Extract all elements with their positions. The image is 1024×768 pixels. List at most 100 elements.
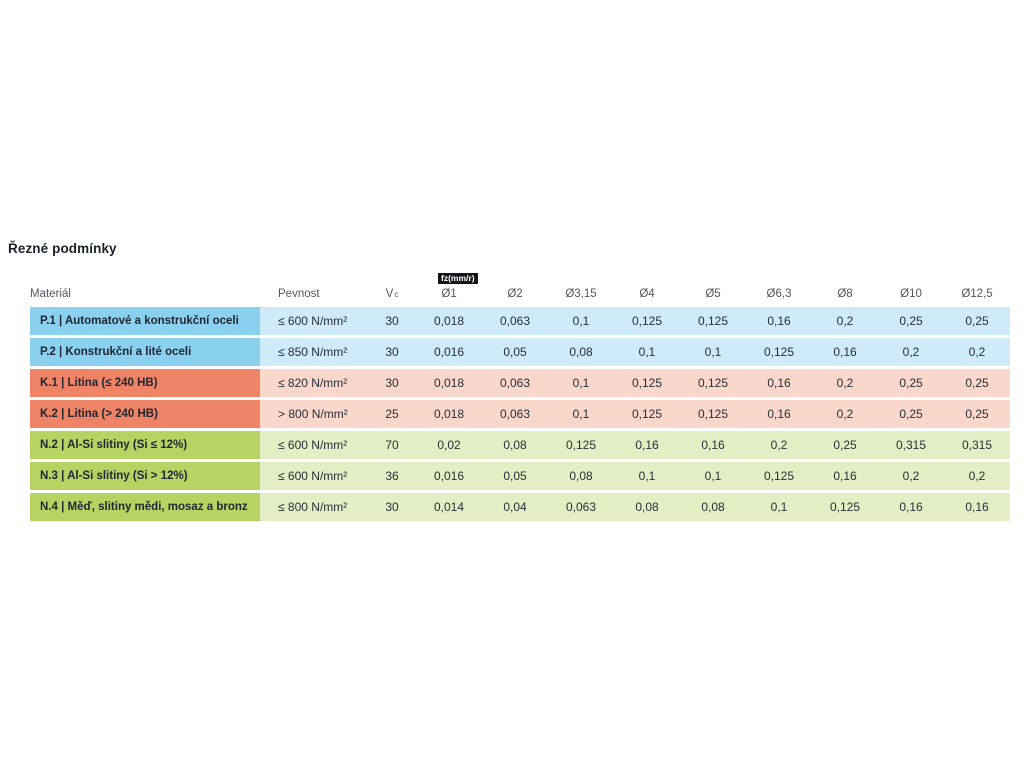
table-row: K.2 | Litina (> 240 HB) > 800 N/mm² 25 0… <box>30 400 1010 428</box>
fz-cell: 0,16 <box>746 400 812 428</box>
fz-cell: 0,02 <box>416 431 482 459</box>
table-row: N.2 | Al-Si slitiny (Si ≤ 12%) ≤ 600 N/m… <box>30 431 1010 459</box>
vc-subscript: c <box>394 289 399 299</box>
column-header-d5: Ø5 <box>705 288 721 300</box>
fz-cell: 0,014 <box>416 493 482 521</box>
fz-cell: 0,125 <box>746 462 812 490</box>
table-row: P.1 | Automatové a konstrukční oceli ≤ 6… <box>30 307 1010 335</box>
fz-cell: 0,16 <box>614 431 680 459</box>
table-row: K.1 | Litina (≤ 240 HB) ≤ 820 N/mm² 30 0… <box>30 369 1010 397</box>
fz-cell: 0,018 <box>416 369 482 397</box>
fz-cell: 0,1 <box>680 338 746 366</box>
fz-cell: 0,1 <box>614 462 680 490</box>
fz-cell: 0,1 <box>548 400 614 428</box>
fz-cell: 0,125 <box>614 400 680 428</box>
fz-cell: 0,16 <box>812 338 878 366</box>
fz-cell: 0,25 <box>944 369 1010 397</box>
fz-cell: 0,08 <box>482 431 548 459</box>
fz-cell: 0,016 <box>416 462 482 490</box>
pevnost-cell: ≤ 600 N/mm² <box>260 462 368 490</box>
table-row: P.2 | Konstrukční a lité oceli ≤ 850 N/m… <box>30 338 1010 366</box>
fz-cell: 0,16 <box>746 307 812 335</box>
fz-cell: 0,08 <box>548 338 614 366</box>
vc-cell: 30 <box>368 307 416 335</box>
fz-cell: 0,25 <box>878 369 944 397</box>
fz-cell: 0,2 <box>878 462 944 490</box>
fz-cell: 0,018 <box>416 400 482 428</box>
fz-cell: 0,1 <box>746 493 812 521</box>
fz-cell: 0,2 <box>746 431 812 459</box>
fz-cell: 0,25 <box>878 400 944 428</box>
fz-cell: 0,063 <box>482 369 548 397</box>
fz-cell: 0,25 <box>944 307 1010 335</box>
column-header-d7: Ø8 <box>837 288 853 300</box>
fz-cell: 0,063 <box>482 400 548 428</box>
fz-cell: 0,125 <box>548 431 614 459</box>
fz-cell: 0,25 <box>812 431 878 459</box>
material-cell: N.3 | Al-Si slitiny (Si > 12%) <box>30 462 260 490</box>
fz-cell: 0,1 <box>548 369 614 397</box>
fz-cell: 0,125 <box>812 493 878 521</box>
pevnost-cell: ≤ 800 N/mm² <box>260 493 368 521</box>
table-row: N.4 | Měď, slitiny mědi, mosaz a bronz ≤… <box>30 493 1010 521</box>
fz-cell: 0,063 <box>548 493 614 521</box>
pevnost-cell: ≤ 600 N/mm² <box>260 307 368 335</box>
fz-cell: 0,125 <box>746 338 812 366</box>
pevnost-cell: ≤ 850 N/mm² <box>260 338 368 366</box>
page-title: Řezné podmínky <box>8 241 117 256</box>
fz-cell: 0,315 <box>878 431 944 459</box>
pevnost-cell: ≤ 600 N/mm² <box>260 431 368 459</box>
material-cell: P.1 | Automatové a konstrukční oceli <box>30 307 260 335</box>
fz-cell: 0,125 <box>680 400 746 428</box>
fz-cell: 0,05 <box>482 462 548 490</box>
column-header-d3: Ø3,15 <box>565 288 597 300</box>
fz-cell: 0,05 <box>482 338 548 366</box>
column-header-material: Materiál <box>30 288 71 300</box>
fz-cell: 0,125 <box>614 369 680 397</box>
vc-cell: 30 <box>368 338 416 366</box>
fz-cell: 0,08 <box>548 462 614 490</box>
vc-cell: 36 <box>368 462 416 490</box>
material-cell: N.2 | Al-Si slitiny (Si ≤ 12%) <box>30 431 260 459</box>
fz-cell: 0,16 <box>878 493 944 521</box>
column-header-d8: Ø10 <box>900 288 922 300</box>
pevnost-cell: > 800 N/mm² <box>260 400 368 428</box>
material-cell: N.4 | Měď, slitiny mědi, mosaz a bronz <box>30 493 260 521</box>
vc-cell: 30 <box>368 493 416 521</box>
vc-cell: 25 <box>368 400 416 428</box>
fz-cell: 0,25 <box>944 400 1010 428</box>
pevnost-cell: ≤ 820 N/mm² <box>260 369 368 397</box>
column-header-d4: Ø4 <box>639 288 655 300</box>
fz-cell: 0,16 <box>680 431 746 459</box>
fz-cell: 0,125 <box>614 307 680 335</box>
material-cell: K.1 | Litina (≤ 240 HB) <box>30 369 260 397</box>
fz-cell: 0,125 <box>680 369 746 397</box>
vc-cell: 70 <box>368 431 416 459</box>
fz-cell: 0,2 <box>812 369 878 397</box>
fz-cell: 0,2 <box>812 400 878 428</box>
column-header-pevnost: Pevnost <box>278 288 320 300</box>
fz-cell: 0,016 <box>416 338 482 366</box>
fz-cell: 0,1 <box>680 462 746 490</box>
fz-cell: 0,2 <box>944 338 1010 366</box>
column-header-d9: Ø12,5 <box>961 288 993 300</box>
fz-cell: 0,018 <box>416 307 482 335</box>
fz-cell: 0,315 <box>944 431 1010 459</box>
d1-label: Ø1 <box>441 288 457 300</box>
fz-cell: 0,063 <box>482 307 548 335</box>
column-header-d2: Ø2 <box>507 288 523 300</box>
fz-cell: 0,16 <box>944 493 1010 521</box>
column-header-d1: fz(mm/r) Ø1 <box>416 272 482 307</box>
fz-cell: 0,2 <box>878 338 944 366</box>
fz-cell: 0,1 <box>614 338 680 366</box>
fz-cell: 0,08 <box>614 493 680 521</box>
fz-cell: 0,16 <box>746 369 812 397</box>
fz-unit-badge: fz(mm/r) <box>438 272 478 284</box>
fz-cell: 0,125 <box>680 307 746 335</box>
fz-cell: 0,04 <box>482 493 548 521</box>
vc-cell: 30 <box>368 369 416 397</box>
fz-cell: 0,1 <box>548 307 614 335</box>
fz-cell: 0,08 <box>680 493 746 521</box>
